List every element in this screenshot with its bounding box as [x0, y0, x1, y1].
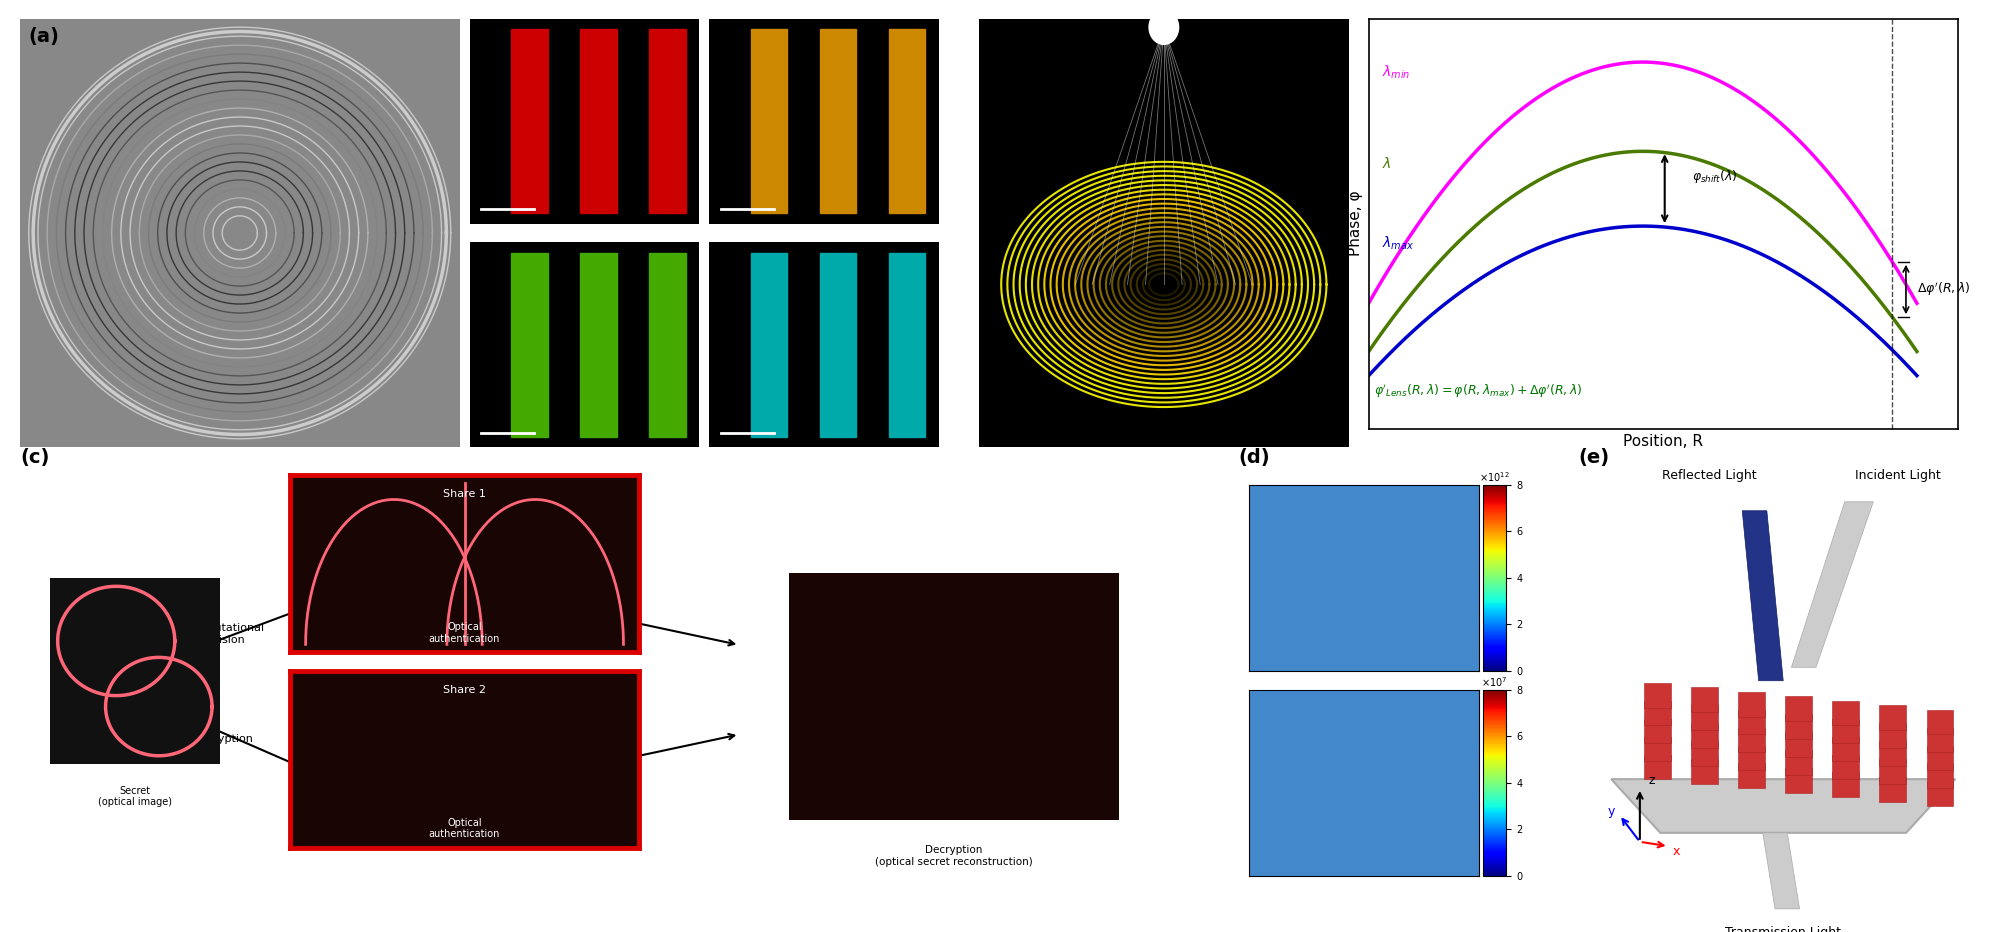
Text: $\lambda_{max}$: $\lambda_{max}$ [1383, 235, 1415, 253]
Polygon shape [1926, 746, 1954, 770]
Polygon shape [1738, 692, 1764, 717]
Polygon shape [1644, 719, 1670, 744]
Polygon shape [1786, 714, 1812, 739]
Text: Share 1: Share 1 [444, 489, 486, 500]
Text: $\lambda$: $\lambda$ [1383, 157, 1393, 171]
Text: z: z [1648, 774, 1654, 787]
Polygon shape [1786, 750, 1812, 774]
Polygon shape [1880, 741, 1906, 766]
Polygon shape [1690, 688, 1718, 712]
Polygon shape [1786, 733, 1812, 757]
Text: Reflected Light: Reflected Light [1662, 470, 1756, 483]
Polygon shape [1832, 736, 1858, 761]
Text: $\varphi'_{Lens}(R, \lambda)=\varphi(R, \lambda_{max})+\Delta\varphi'(R, \lambda: $\varphi'_{Lens}(R, \lambda)=\varphi(R, … [1375, 382, 1582, 400]
Polygon shape [1832, 773, 1858, 797]
X-axis label: Position, R: Position, R [1622, 434, 1704, 449]
Title: $\times10^{12}$: $\times10^{12}$ [1479, 470, 1510, 484]
Polygon shape [1742, 511, 1784, 680]
Polygon shape [1880, 706, 1906, 730]
Text: x: x [1672, 845, 1680, 858]
Polygon shape [1690, 741, 1718, 766]
Text: (c): (c) [20, 448, 50, 467]
Polygon shape [1832, 755, 1858, 779]
Polygon shape [1690, 723, 1718, 747]
Polygon shape [1644, 683, 1670, 707]
Text: $\Delta\varphi'(R, \lambda)$: $\Delta\varphi'(R, \lambda)$ [1916, 281, 1970, 298]
Polygon shape [1786, 768, 1812, 792]
Polygon shape [1690, 759, 1718, 784]
Polygon shape [1926, 763, 1954, 788]
Polygon shape [1644, 701, 1670, 725]
Y-axis label: Phase, φ: Phase, φ [1349, 191, 1363, 256]
Text: y: y [1608, 805, 1614, 818]
Text: Optical
authentication: Optical authentication [430, 817, 500, 839]
Polygon shape [1644, 755, 1670, 779]
Text: Incident Light: Incident Light [1854, 470, 1940, 483]
Polygon shape [1762, 833, 1800, 909]
Polygon shape [1832, 719, 1858, 744]
Text: Optical
authentication: Optical authentication [430, 622, 500, 644]
Polygon shape [1690, 706, 1718, 730]
Polygon shape [1880, 777, 1906, 802]
Polygon shape [1880, 723, 1906, 747]
Polygon shape [1610, 779, 1956, 833]
Text: Secret
(optical image): Secret (optical image) [98, 786, 172, 807]
Polygon shape [1644, 736, 1670, 761]
Title: $\times10^{7}$: $\times10^{7}$ [1481, 675, 1508, 689]
Polygon shape [1832, 701, 1858, 725]
Polygon shape [1738, 728, 1764, 752]
Polygon shape [1738, 763, 1764, 788]
Polygon shape [1738, 746, 1764, 770]
Polygon shape [1792, 501, 1874, 667]
Text: (a): (a) [28, 27, 60, 47]
Text: Encryption: Encryption [194, 734, 254, 745]
Text: Share 2: Share 2 [444, 685, 486, 695]
Text: (d): (d) [1239, 448, 1271, 467]
Text: $\varphi_{shift}(\lambda)$: $\varphi_{shift}(\lambda)$ [1692, 168, 1738, 185]
Polygon shape [1786, 696, 1812, 721]
Polygon shape [1880, 759, 1906, 784]
Text: (e): (e) [1578, 448, 1610, 467]
Polygon shape [1926, 710, 1954, 734]
Polygon shape [1926, 781, 1954, 806]
Text: $\lambda_{min}$: $\lambda_{min}$ [1383, 63, 1411, 81]
Circle shape [1149, 10, 1179, 45]
Text: Decryption
(optical secret reconstruction): Decryption (optical secret reconstructio… [875, 845, 1033, 867]
Text: (b): (b) [987, 27, 1019, 47]
Text: Computational
division: Computational division [182, 624, 266, 645]
Text: Transmission Light: Transmission Light [1724, 925, 1842, 932]
Polygon shape [1926, 728, 1954, 752]
Polygon shape [1738, 710, 1764, 734]
